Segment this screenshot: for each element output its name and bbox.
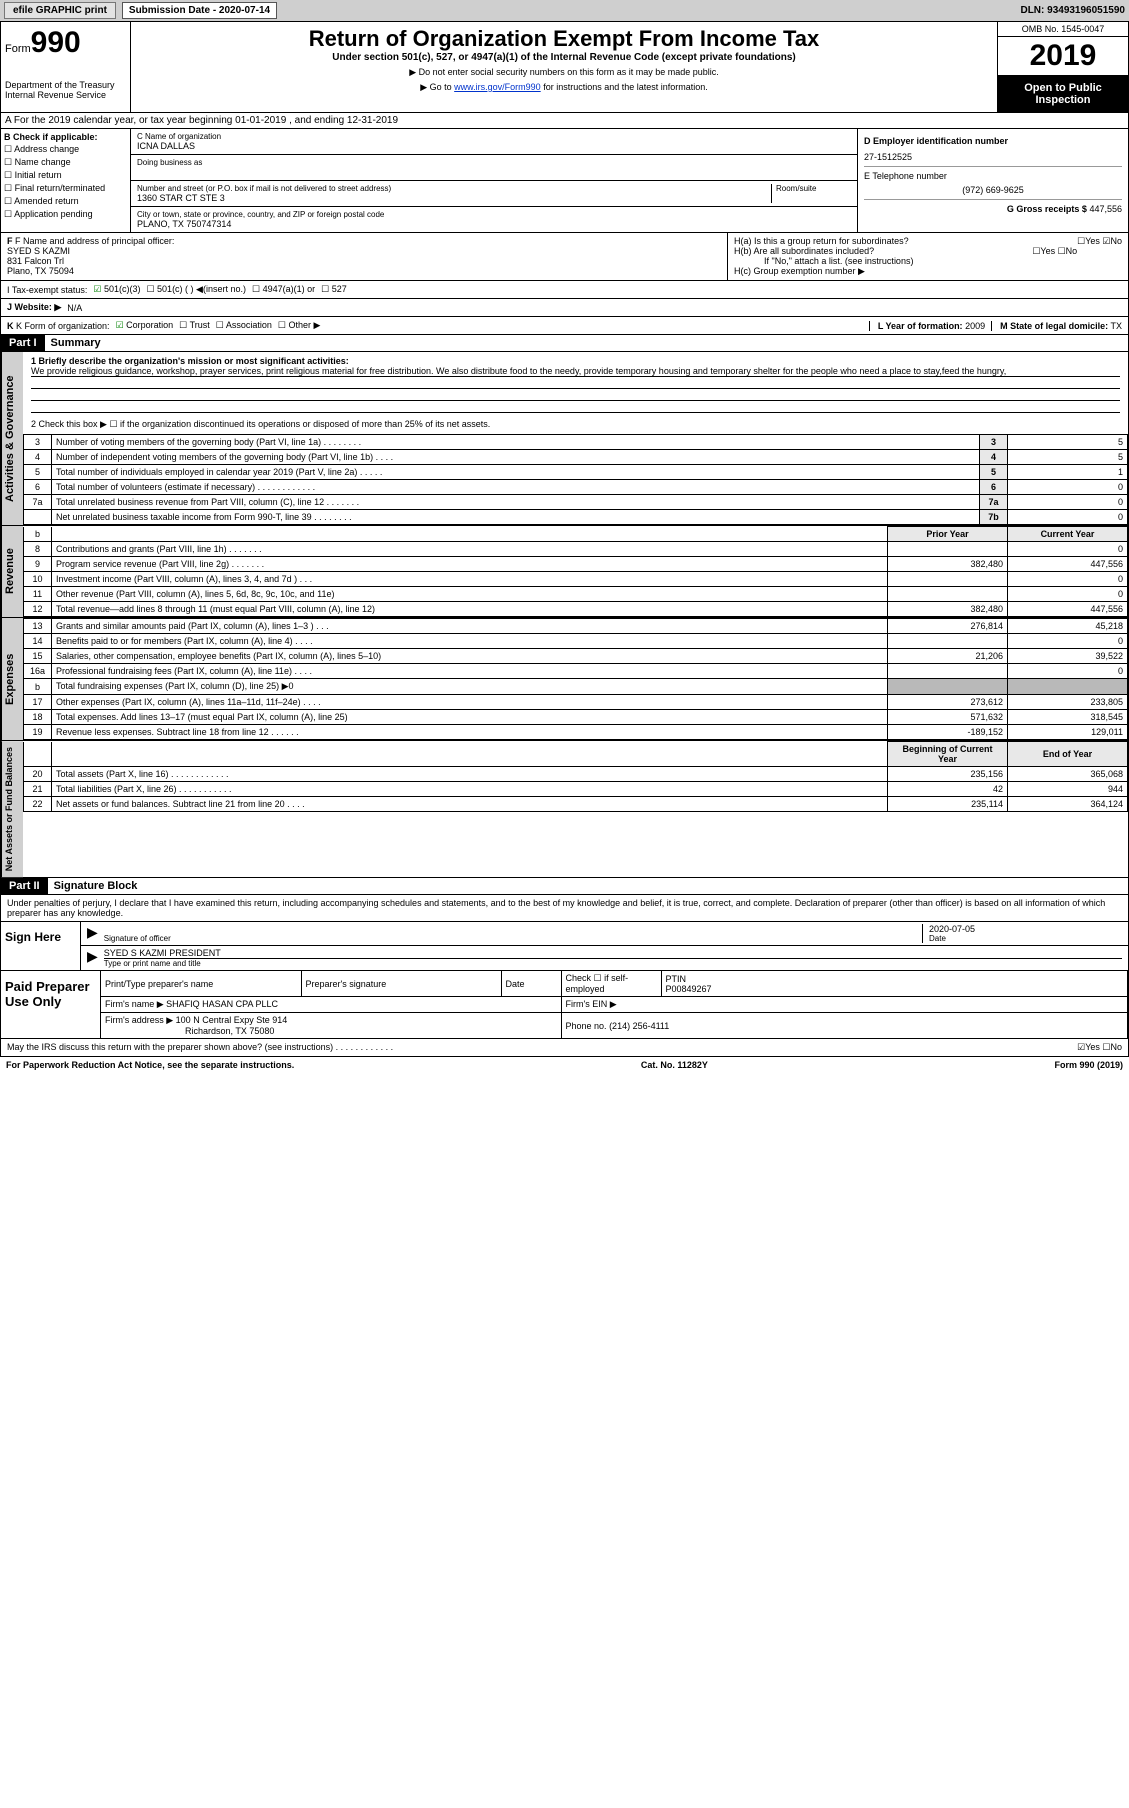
- prep-col2: Preparer's signature: [301, 971, 501, 997]
- paperwork-note: For Paperwork Reduction Act Notice, see …: [6, 1060, 294, 1070]
- efile-print-button[interactable]: efile GRAPHIC print: [4, 2, 116, 19]
- dba-label: Doing business as: [137, 158, 851, 167]
- prep-col3: Date: [501, 971, 561, 997]
- sig-name-label: Type or print name and title: [104, 959, 1122, 968]
- part2-header: Part II: [1, 878, 48, 894]
- check-final[interactable]: Final return/terminated: [4, 183, 127, 194]
- gross-label: G Gross receipts $: [1007, 204, 1087, 214]
- form-org-label: K K Form of organization:: [7, 321, 110, 331]
- check-corp[interactable]: Corporation: [116, 320, 174, 331]
- ein-label: D Employer identification number: [864, 136, 1122, 146]
- info-grid: B Check if applicable: Address change Na…: [0, 129, 1129, 233]
- part2-title: Signature Block: [48, 878, 144, 894]
- line2-text: 2 Check this box ▶ ☐ if the organization…: [31, 419, 1120, 430]
- vert-revenue: Revenue: [1, 526, 23, 617]
- addr-label: Number and street (or P.O. box if mail i…: [137, 184, 771, 193]
- hb-line: H(b) Are all subordinates included? ☐Yes…: [734, 246, 1122, 256]
- check-name[interactable]: Name change: [4, 157, 127, 168]
- paid-preparer-label: Paid Preparer Use Only: [1, 971, 101, 1038]
- check-4947[interactable]: 4947(a)(1) or: [252, 284, 315, 295]
- officer-label: F F Name and address of principal office…: [7, 236, 721, 246]
- arrow-icon: ▶: [87, 924, 98, 943]
- col-b-title: B Check if applicable:: [4, 132, 127, 142]
- check-pending[interactable]: Application pending: [4, 209, 127, 220]
- submission-date: Submission Date - 2020-07-14: [122, 2, 277, 19]
- sig-name: SYED S KAZMI PRESIDENT: [104, 948, 1122, 959]
- gross-value: 447,556: [1089, 204, 1122, 214]
- prep-ptin: PTINP00849267: [661, 971, 1128, 997]
- prep-col4: Check ☐ if self-employed: [561, 971, 661, 997]
- officer-addr1: 831 Falcon Trl: [7, 256, 721, 266]
- penalty-text: Under penalties of perjury, I declare th…: [0, 895, 1129, 922]
- check-527[interactable]: 527: [321, 284, 347, 295]
- check-501c[interactable]: 501(c) ( ) ◀(insert no.): [146, 284, 246, 295]
- prep-phone: Phone no. (214) 256-4111: [561, 1013, 1128, 1039]
- form-title: Return of Organization Exempt From Incom…: [139, 26, 989, 52]
- expense-table: 13Grants and similar amounts paid (Part …: [23, 618, 1128, 740]
- state-domicile: M State of legal domicile: TX: [991, 321, 1122, 331]
- tax-exempt-label: I Tax-exempt status:: [7, 285, 87, 295]
- irs-link[interactable]: www.irs.gov/Form990: [454, 82, 541, 92]
- officer-addr2: Plano, TX 75094: [7, 266, 721, 276]
- org-name-label: C Name of organization: [137, 132, 851, 141]
- sign-here-label: Sign Here: [1, 922, 81, 970]
- year-formation: L Year of formation: 2009: [869, 321, 985, 331]
- top-bar: efile GRAPHIC print Submission Date - 20…: [0, 0, 1129, 21]
- cat-no: Cat. No. 11282Y: [641, 1060, 708, 1070]
- form-note-2: ▶ Go to www.irs.gov/Form990 for instruct…: [139, 82, 989, 93]
- tel-value: (972) 669-9625: [864, 185, 1122, 195]
- part1-title: Summary: [45, 335, 107, 351]
- street-address: 1360 STAR CT STE 3: [137, 193, 771, 203]
- city-state-zip: PLANO, TX 750747314: [137, 219, 851, 229]
- ein-value: 27-1512525: [864, 152, 1122, 162]
- vert-net: Net Assets or Fund Balances: [1, 741, 23, 877]
- form-note-1: ▶ Do not enter social security numbers o…: [139, 67, 989, 78]
- revenue-table: bPrior YearCurrent Year8Contributions an…: [23, 526, 1128, 617]
- org-name: ICNA DALLAS: [137, 141, 851, 151]
- form-number: Form990: [5, 26, 126, 60]
- sig-date: 2020-07-05: [929, 924, 1122, 934]
- ha-line: H(a) Is this a group return for subordin…: [734, 236, 1122, 246]
- check-address[interactable]: Address change: [4, 144, 127, 155]
- check-trust[interactable]: Trust: [179, 320, 210, 331]
- prep-ein: Firm's EIN ▶: [561, 997, 1128, 1013]
- website-label: J Website: ▶: [7, 302, 61, 313]
- check-amended[interactable]: Amended return: [4, 196, 127, 207]
- hc-line: H(c) Group exemption number ▶: [734, 266, 1122, 277]
- room-label: Room/suite: [776, 184, 851, 193]
- prep-firm: Firm's name ▶ SHAFIQ HASAN CPA PLLC: [101, 997, 561, 1013]
- section-a: A For the 2019 calendar year, or tax yea…: [0, 113, 1129, 129]
- check-501c3[interactable]: 501(c)(3): [93, 284, 140, 295]
- part1-header: Part I: [1, 335, 45, 351]
- prep-col1: Print/Type preparer's name: [101, 971, 301, 997]
- form-header: Form990 Department of the Treasury Inter…: [0, 21, 1129, 113]
- sig-officer-label: Signature of officer: [104, 934, 922, 943]
- tel-label: E Telephone number: [864, 171, 1122, 181]
- net-table: Beginning of Current YearEnd of Year20To…: [23, 741, 1128, 812]
- omb-number: OMB No. 1545-0047: [998, 22, 1128, 37]
- city-label: City or town, state or province, country…: [137, 210, 851, 219]
- form-ref: Form 990 (2019): [1054, 1060, 1123, 1070]
- check-other[interactable]: Other ▶: [278, 320, 321, 331]
- sig-date-label: Date: [929, 934, 1122, 943]
- vert-governance: Activities & Governance: [1, 352, 23, 525]
- prep-addr: Firm's address ▶ 100 N Central Expy Ste …: [101, 1013, 561, 1039]
- hb-note: If "No," attach a list. (see instruction…: [734, 256, 1122, 266]
- vert-expenses: Expenses: [1, 618, 23, 740]
- irs-discuss-q: May the IRS discuss this return with the…: [7, 1042, 393, 1053]
- officer-name: SYED S KAZMI: [7, 246, 721, 256]
- governance-table: 3Number of voting members of the governi…: [23, 434, 1128, 525]
- website-value: N/A: [67, 303, 82, 313]
- check-initial[interactable]: Initial return: [4, 170, 127, 181]
- form-subtitle: Under section 501(c), 527, or 4947(a)(1)…: [139, 52, 989, 63]
- check-assoc[interactable]: Association: [216, 320, 272, 331]
- mission-label: 1 Briefly describe the organization's mi…: [31, 356, 1120, 366]
- mission-text: We provide religious guidance, workshop,…: [31, 366, 1120, 377]
- tax-year: 2019: [998, 37, 1128, 76]
- arrow-icon: ▶: [87, 948, 98, 968]
- dept-label: Department of the Treasury Internal Reve…: [5, 80, 126, 100]
- irs-discuss-yn: ☑Yes ☐No: [1077, 1042, 1122, 1053]
- dln-label: DLN: 93493196051590: [1020, 5, 1125, 16]
- open-public: Open to Public Inspection: [998, 76, 1128, 112]
